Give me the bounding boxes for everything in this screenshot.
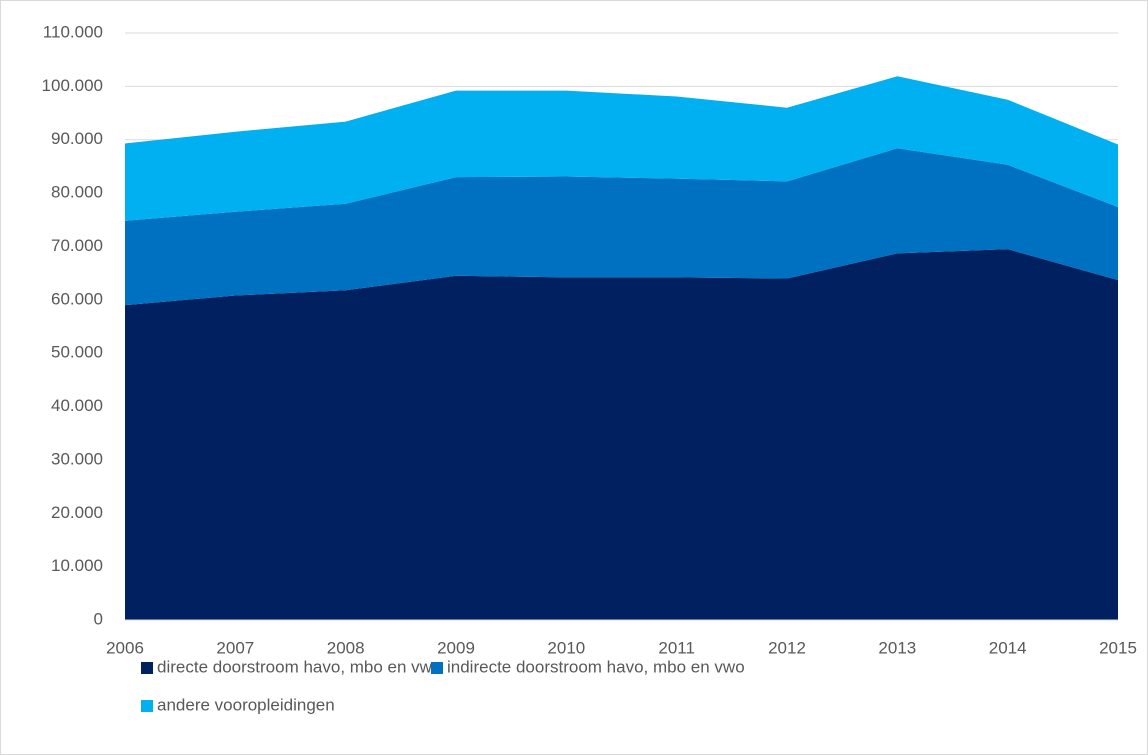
- x-tick-label: 2012: [768, 638, 806, 657]
- x-tick-label: 2011: [658, 638, 695, 657]
- y-tick-label: 10.000: [51, 556, 103, 575]
- legend-swatch: [141, 700, 153, 712]
- x-tick-label: 2008: [327, 638, 365, 657]
- x-tick-label: 2013: [878, 638, 916, 657]
- y-tick-label: 60.000: [51, 289, 103, 308]
- y-tick-label: 90.000: [51, 129, 103, 148]
- y-tick-label: 110.000: [43, 22, 103, 41]
- legend-swatch: [141, 662, 153, 674]
- x-tick-label: 2014: [989, 638, 1027, 657]
- x-tick-label: 2015: [1099, 638, 1137, 657]
- x-tick-label: 2007: [216, 638, 254, 657]
- area: [125, 148, 1118, 306]
- x-tick-label: 2009: [437, 638, 475, 657]
- legend-swatch: [431, 662, 443, 674]
- y-tick-label: 0: [94, 609, 103, 628]
- y-tick-label: 40.000: [51, 396, 103, 415]
- x-tick-label: 2006: [106, 638, 144, 657]
- y-tick-label: 100.000: [42, 76, 103, 95]
- y-tick-label: 30.000: [51, 449, 103, 468]
- y-tick-label: 70.000: [51, 236, 103, 255]
- area: [125, 249, 1118, 620]
- legend-label: directe doorstroom havo, mbo en vwo: [157, 657, 441, 676]
- y-tick-label: 20.000: [51, 503, 103, 522]
- legend-label: indirecte doorstroom havo, mbo en vwo: [447, 657, 745, 676]
- x-tick-label: 2010: [547, 638, 585, 657]
- y-tick-label: 50.000: [51, 343, 103, 362]
- y-tick-label: 80.000: [51, 183, 103, 202]
- legend-label: andere vooropleidingen: [157, 695, 335, 714]
- area: [125, 76, 1118, 221]
